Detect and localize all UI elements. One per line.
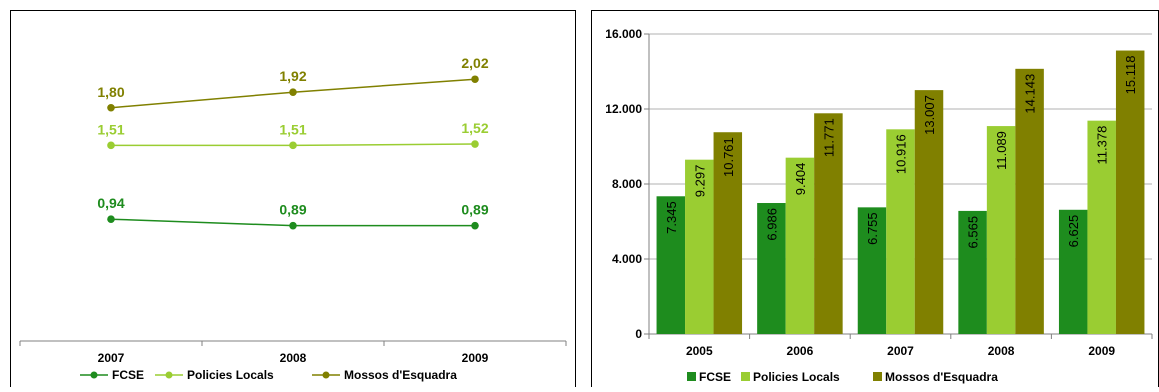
x-tick-label: 2008 <box>988 344 1015 358</box>
bar-value-label: 9.404 <box>793 163 808 196</box>
legend-item: Policies Locals <box>155 368 274 382</box>
legend-swatch <box>741 372 750 381</box>
bar-value-label: 14.143 <box>1023 74 1038 114</box>
x-tick-label: 2007 <box>887 344 914 358</box>
legend-marker <box>90 371 98 379</box>
y-tick-label: 12.000 <box>605 102 642 116</box>
bar-value-label: 6.565 <box>966 216 981 249</box>
bar <box>986 126 1016 334</box>
bar-value-label: 11.771 <box>821 118 836 157</box>
legend-label: Mossos d'Esquadra <box>344 368 457 382</box>
x-tick-label: 2009 <box>462 351 489 365</box>
bar-value-label: 11.378 <box>1095 126 1110 165</box>
x-tick-label: 2008 <box>280 351 307 365</box>
legend-label: Policies Locals <box>187 368 274 382</box>
legend-item: FCSE <box>687 370 731 384</box>
bar <box>1015 68 1044 334</box>
chart-frame <box>10 10 576 389</box>
x-tick-label: 2007 <box>98 351 125 365</box>
data-label: 0,89 <box>279 202 306 218</box>
x-tick-label: 2006 <box>787 344 814 358</box>
data-label: 1,80 <box>97 84 124 100</box>
bar <box>656 196 686 334</box>
x-tick-label: 2009 <box>1088 344 1115 358</box>
bar <box>914 90 944 335</box>
legend-item: Policies Locals <box>741 370 840 384</box>
legend-label: Policies Locals <box>753 370 840 384</box>
bar <box>857 207 887 334</box>
data-label: 0,94 <box>97 195 124 211</box>
bar-value-label: 11.089 <box>994 131 1009 170</box>
legend-item: Mossos d'Esquadra <box>312 368 457 382</box>
y-tick-label: 0 <box>635 327 642 341</box>
bar <box>886 129 915 334</box>
bar <box>713 132 743 334</box>
bar <box>814 113 843 334</box>
legend-swatch <box>873 372 882 381</box>
bar-value-label: 10.916 <box>894 134 909 174</box>
data-label: 1,51 <box>97 121 124 137</box>
data-point <box>107 141 115 150</box>
bar <box>785 157 815 334</box>
bar-value-label: 6.625 <box>1066 215 1081 248</box>
data-point <box>471 140 479 148</box>
data-point <box>471 221 479 230</box>
legend-marker <box>322 371 330 379</box>
line-chart: 2007 2008 2009 0,94 0,89 0,89 1,51 1,51 1,52 1,80… <box>10 10 576 389</box>
y-tick-label: 4.000 <box>612 252 642 266</box>
data-label: 0,89 <box>461 202 488 218</box>
bar <box>1115 50 1145 334</box>
bar <box>1087 120 1116 334</box>
data-label: 1,92 <box>279 68 306 84</box>
data-point <box>107 215 115 223</box>
data-point <box>289 88 297 96</box>
data-point <box>107 103 115 112</box>
y-tick-label: 16.000 <box>605 27 642 41</box>
line-chart-panel: 2007 2008 2009 0,94 0,89 0,89 1,51 1,51 1,52 1,80… <box>10 10 576 389</box>
data-label: 1,51 <box>279 121 306 137</box>
bar-value-label: 15.118 <box>1123 56 1138 95</box>
bar <box>958 210 987 334</box>
legend-label: FCSE <box>699 370 731 384</box>
data-point <box>471 75 479 84</box>
bar <box>1058 209 1088 334</box>
x-tick-label: 2005 <box>686 344 713 358</box>
legend-label: Mossos d'Esquadra <box>885 370 998 384</box>
bar-value-label: 10.761 <box>721 137 736 177</box>
bar-value-label: 9.297 <box>692 165 707 198</box>
data-label: 1,52 <box>461 120 488 136</box>
bar-chart: 0 4.000 8.000 12.000 16.000 2005 7.345 9.297 10.… <box>591 10 1159 389</box>
y-tick-label: 8.000 <box>612 177 642 191</box>
data-point <box>289 221 297 230</box>
bar <box>685 159 714 334</box>
bar <box>757 203 786 334</box>
bar-chart-panel: 0 4.000 8.000 12.000 16.000 2005 7.345 9.297 10.… <box>591 10 1159 389</box>
bar-value-label: 6.986 <box>764 208 779 241</box>
legend-label: FCSE <box>112 368 144 382</box>
legend-item: FCSE <box>80 368 144 382</box>
bar-value-label: 13.007 <box>922 95 937 135</box>
bar-value-label: 7.345 <box>664 201 679 234</box>
legend-item: Mossos d'Esquadra <box>873 370 998 384</box>
legend-marker <box>165 371 173 379</box>
data-point <box>289 141 297 150</box>
legend-swatch <box>687 372 696 381</box>
bar-value-label: 6.755 <box>865 212 880 245</box>
data-label: 2,02 <box>461 55 488 71</box>
